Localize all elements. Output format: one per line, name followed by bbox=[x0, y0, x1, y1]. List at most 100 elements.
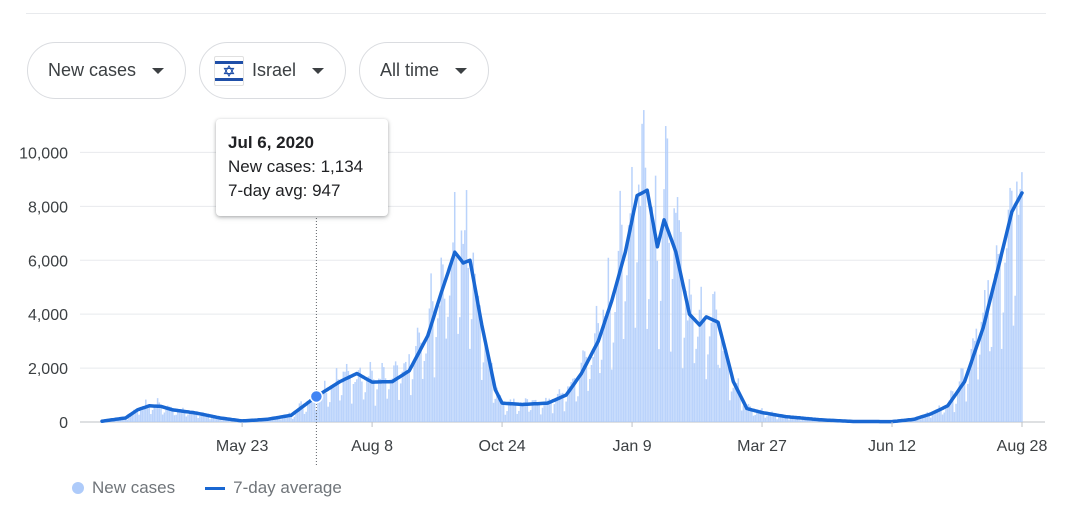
daily-bar bbox=[480, 379, 483, 422]
daily-bar bbox=[325, 392, 328, 422]
daily-bar bbox=[475, 292, 478, 422]
daily-bar bbox=[599, 373, 601, 422]
daily-bar bbox=[563, 411, 566, 422]
daily-bar bbox=[972, 338, 974, 422]
daily-bar bbox=[940, 408, 942, 422]
daily-bar bbox=[977, 379, 979, 422]
daily-bar bbox=[491, 362, 493, 422]
daily-bar bbox=[710, 322, 713, 422]
daily-bar bbox=[978, 354, 981, 422]
daily-bar bbox=[494, 398, 496, 422]
daily-bar bbox=[330, 386, 333, 422]
daily-bar bbox=[369, 361, 372, 422]
daily-bar bbox=[296, 409, 299, 422]
daily-bar bbox=[536, 402, 539, 422]
daily-bar bbox=[388, 389, 390, 422]
daily-bar bbox=[597, 323, 599, 422]
daily-bar bbox=[138, 414, 140, 422]
daily-bar bbox=[496, 387, 498, 422]
daily-bar bbox=[406, 369, 409, 422]
daily-bar bbox=[727, 360, 729, 422]
daily-bar bbox=[589, 378, 591, 422]
daily-bar bbox=[747, 403, 750, 422]
daily-bar bbox=[759, 409, 762, 422]
caret-down-icon bbox=[312, 67, 325, 74]
daily-bar bbox=[416, 327, 419, 422]
daily-bar bbox=[602, 309, 605, 422]
daily-bar bbox=[653, 228, 655, 422]
daily-bar bbox=[524, 398, 527, 422]
daily-bar bbox=[941, 414, 944, 422]
daily-bar bbox=[918, 419, 920, 422]
daily-bar bbox=[445, 338, 448, 422]
daily-bar bbox=[529, 410, 532, 422]
range-dropdown-label: All time bbox=[380, 60, 440, 80]
daily-bar bbox=[654, 175, 657, 422]
daily-bar bbox=[410, 395, 412, 422]
daily-bar bbox=[391, 378, 394, 422]
daily-bar bbox=[372, 379, 375, 422]
daily-bar bbox=[180, 409, 183, 422]
daily-bar bbox=[455, 257, 458, 422]
daily-bar bbox=[329, 402, 331, 422]
daily-bar bbox=[766, 416, 768, 422]
daily-bar bbox=[357, 370, 360, 422]
daily-bar bbox=[707, 354, 709, 422]
daily-bar bbox=[968, 364, 971, 422]
daily-bar bbox=[313, 398, 316, 422]
daily-bar bbox=[207, 414, 210, 422]
daily-bar bbox=[713, 291, 716, 422]
daily-bar bbox=[172, 410, 174, 422]
daily-bar bbox=[999, 253, 1001, 422]
daily-bar bbox=[425, 353, 427, 422]
daily-bar bbox=[136, 411, 139, 422]
daily-bar bbox=[567, 386, 569, 422]
daily-bar bbox=[312, 394, 314, 422]
daily-bar bbox=[720, 339, 723, 422]
daily-bar bbox=[626, 275, 628, 422]
daily-bar bbox=[643, 110, 645, 422]
daily-bar bbox=[963, 382, 966, 422]
daily-bar bbox=[616, 281, 618, 422]
daily-bar bbox=[166, 405, 169, 422]
daily-bar bbox=[967, 383, 969, 422]
daily-bar bbox=[627, 225, 630, 422]
daily-bar bbox=[509, 399, 512, 422]
daily-bar bbox=[334, 384, 336, 422]
daily-bar bbox=[278, 417, 280, 422]
daily-bar bbox=[405, 361, 407, 422]
daily-bar bbox=[646, 328, 648, 422]
daily-bar bbox=[158, 402, 161, 422]
daily-bar bbox=[732, 387, 735, 422]
range-dropdown[interactable]: All time bbox=[359, 42, 490, 99]
daily-bar bbox=[401, 371, 404, 422]
daily-bar bbox=[973, 340, 976, 422]
daily-bar bbox=[177, 408, 179, 422]
legend-average: 7-day average bbox=[233, 478, 342, 497]
daily-bar bbox=[447, 316, 449, 422]
daily-bar bbox=[502, 402, 505, 422]
daily-bar bbox=[489, 363, 491, 422]
daily-bar bbox=[141, 410, 144, 422]
daily-bar bbox=[398, 399, 400, 422]
daily-bar bbox=[165, 409, 167, 422]
daily-bar bbox=[129, 415, 132, 422]
daily-bar bbox=[217, 417, 220, 422]
daily-bar bbox=[221, 420, 223, 422]
daily-bar bbox=[573, 377, 576, 422]
daily-bar bbox=[534, 399, 537, 422]
metric-dropdown[interactable]: New cases bbox=[27, 42, 187, 99]
daily-bar bbox=[587, 390, 589, 422]
daily-bar bbox=[469, 348, 471, 422]
country-dropdown[interactable]: Israel bbox=[199, 42, 347, 99]
tooltip-new-cases: New cases: 1,134 bbox=[228, 157, 364, 176]
daily-bar bbox=[1009, 187, 1011, 422]
daily-bar bbox=[992, 286, 994, 422]
daily-bar bbox=[139, 410, 142, 422]
daily-bar bbox=[482, 362, 485, 422]
daily-bar bbox=[199, 415, 201, 422]
daily-bar bbox=[686, 320, 689, 422]
daily-bar bbox=[778, 417, 780, 422]
daily-bar bbox=[800, 420, 802, 422]
